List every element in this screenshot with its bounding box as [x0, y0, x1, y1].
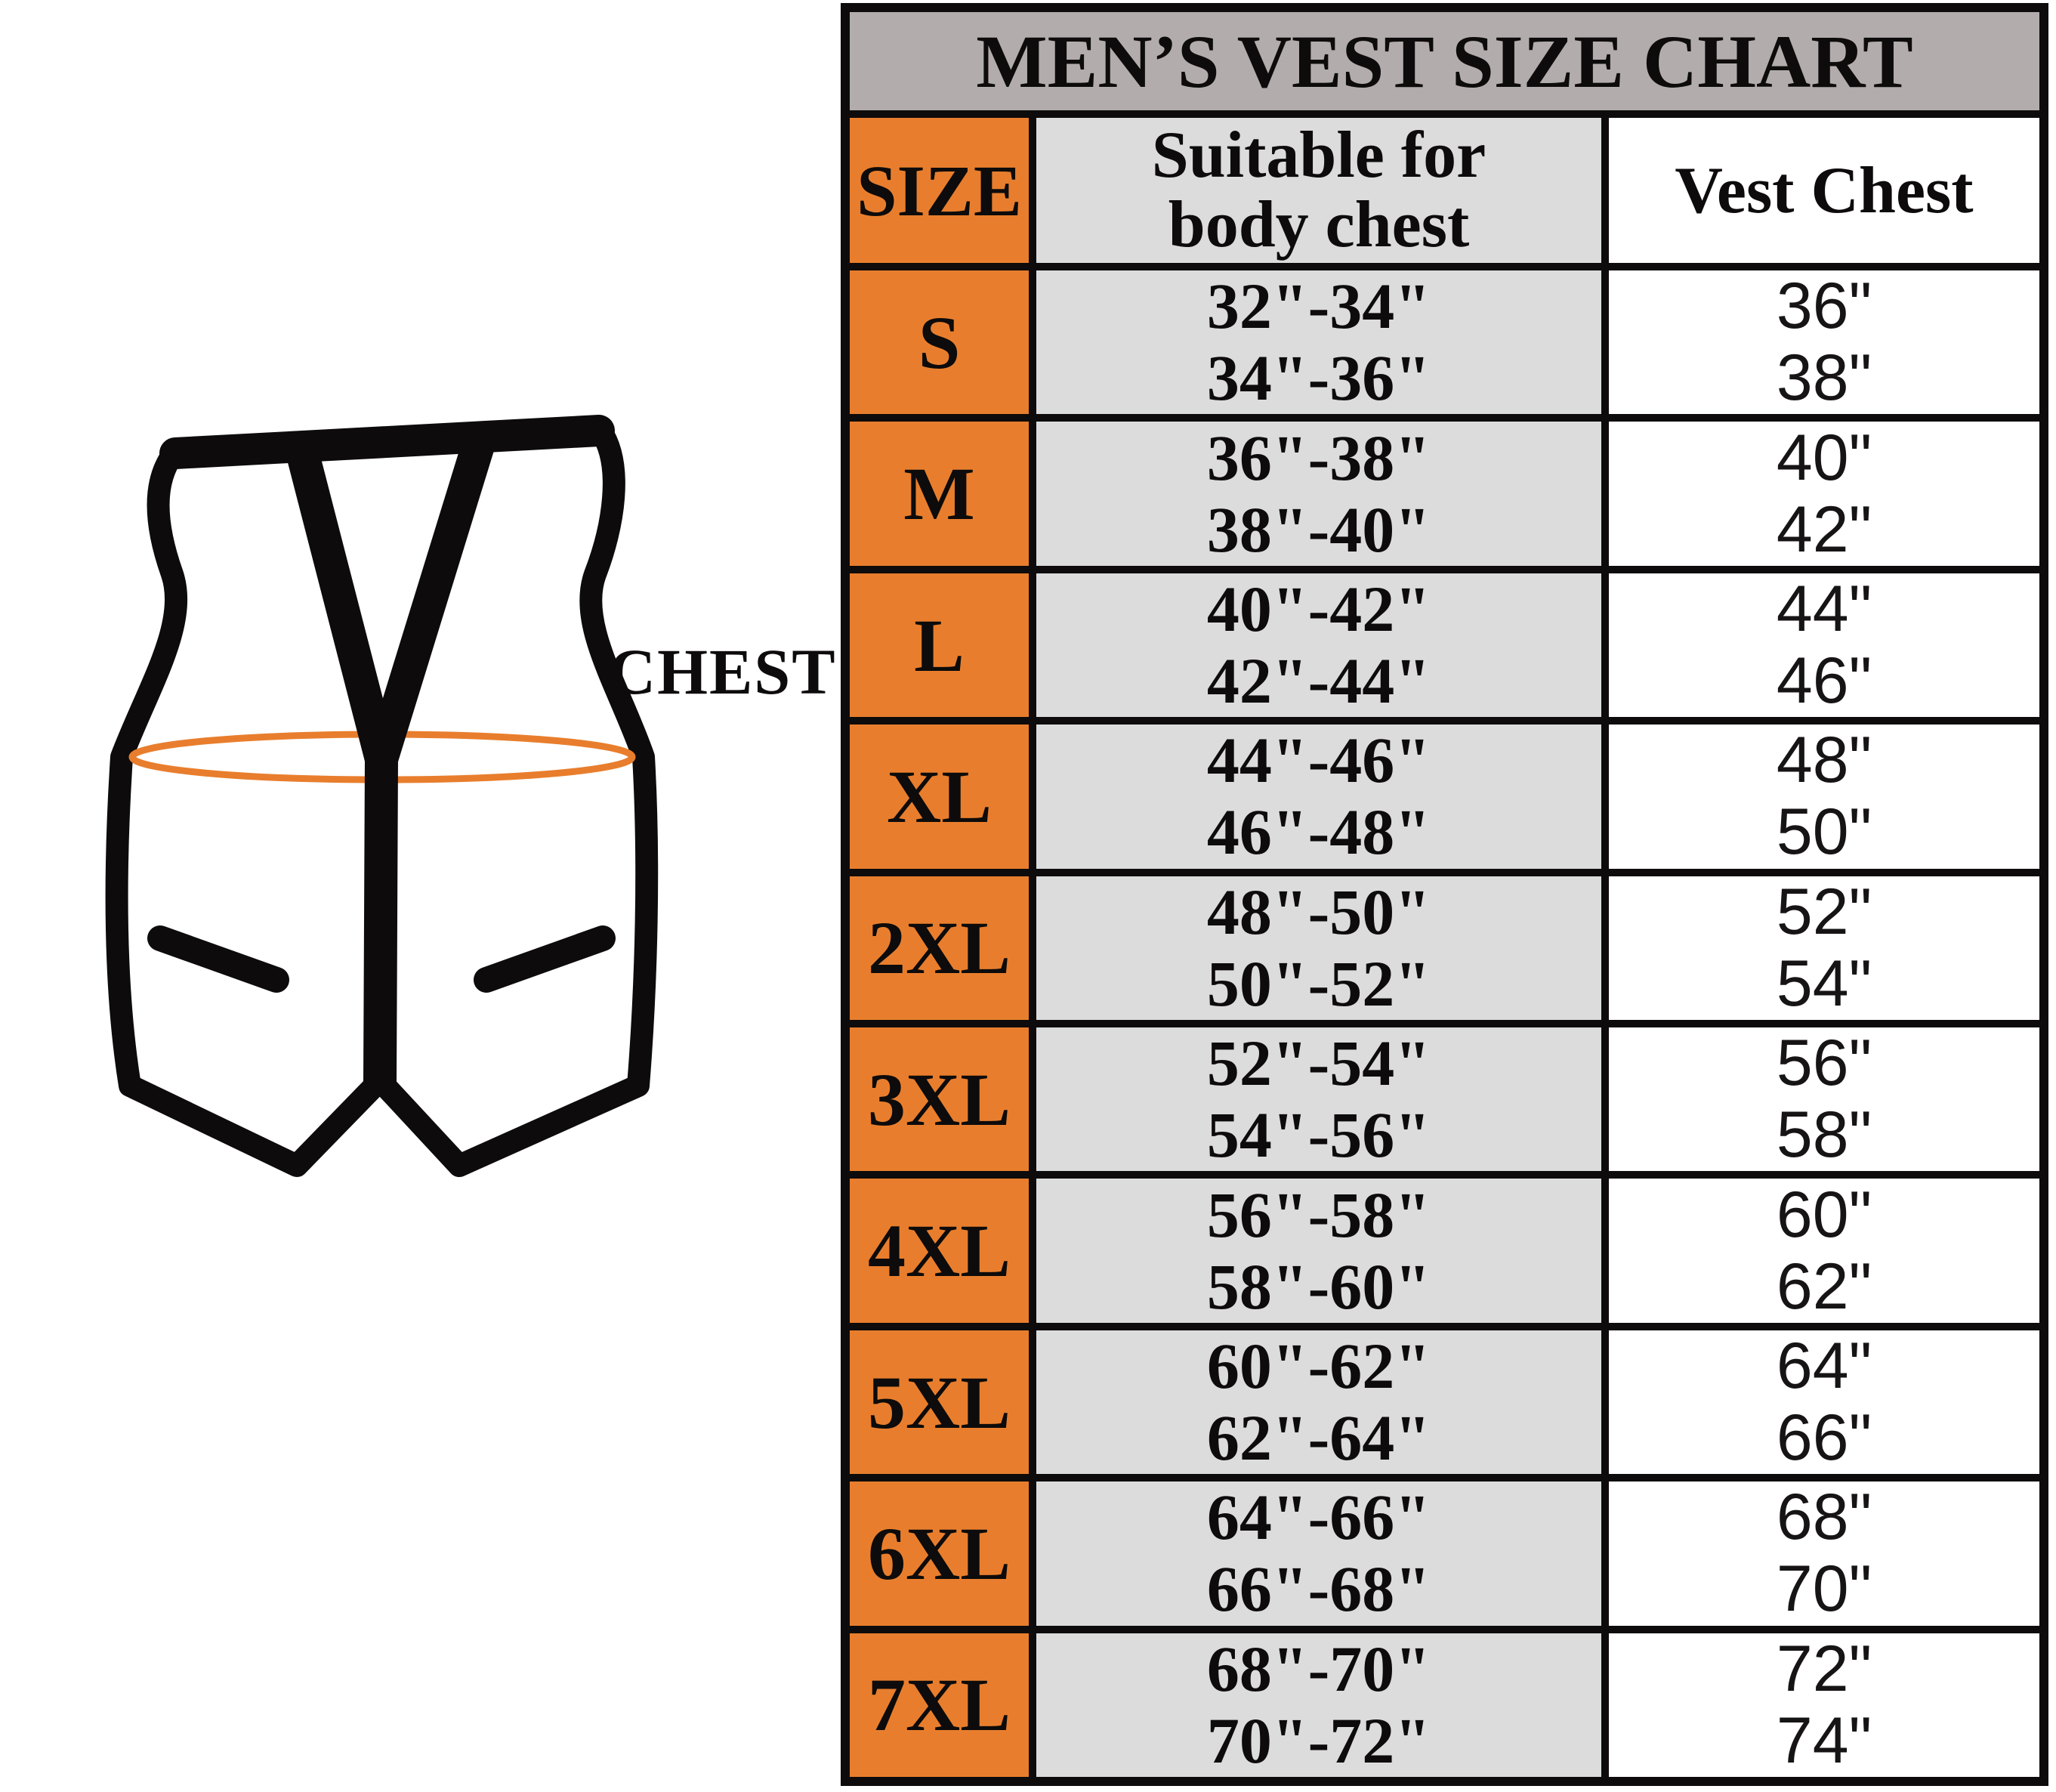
size-cell: 4XL: [850, 1179, 1036, 1323]
body-chest-cell: 44"-46" 46"-48": [1036, 724, 1609, 869]
body-chest-range-line2: 62"-64": [1206, 1401, 1431, 1475]
body-chest-range-line1: 44"-46": [1206, 724, 1431, 797]
table-row: S 32"-34" 34"-36" 36" 38": [850, 270, 2039, 422]
body-chest-range-line1: 68"-70": [1206, 1632, 1431, 1705]
body-chest-range-line2: 66"-68": [1206, 1553, 1431, 1626]
body-chest-range-line1: 48"-50": [1206, 875, 1431, 948]
vest-chest-value-line2: 70": [1776, 1553, 1872, 1626]
vest-chest-cell: 44" 46": [1609, 573, 2039, 718]
vest-chest-cell: 68" 70": [1609, 1481, 2039, 1626]
size-cell: 5XL: [850, 1330, 1036, 1475]
vest-shoulder-bar: [159, 415, 615, 469]
body-chest-cell: 40"-42" 42"-44": [1036, 573, 1609, 718]
column-header-body-chest-line1: Suitable for: [1151, 119, 1486, 192]
size-cell: L: [850, 573, 1036, 718]
vest-chest-value-line1: 52": [1776, 875, 1872, 948]
body-chest-range-line2: 46"-48": [1206, 796, 1431, 869]
table-row: 6XL 64"-66" 66"-68" 68" 70": [850, 1481, 2039, 1633]
size-cell: S: [850, 270, 1036, 415]
body-chest-range-line1: 52"-54": [1206, 1027, 1431, 1100]
vest-chest-value-line1: 68": [1776, 1481, 1872, 1554]
size-chart-table: MEN’S VEST SIZE CHART SIZE Suitable for …: [841, 3, 2048, 1786]
table-row: 5XL 60"-62" 62"-64" 64" 66": [850, 1330, 2039, 1482]
vest-chest-value-line1: 56": [1776, 1027, 1872, 1100]
vest-chest-value-line1: 48": [1776, 724, 1872, 797]
vest-illustration: CHEST: [0, 0, 841, 1792]
vest-vneck-path: [286, 440, 495, 1083]
vest-chest-value-line1: 36": [1776, 270, 1872, 343]
body-chest-range-line1: 64"-66": [1206, 1481, 1431, 1554]
column-header-size: SIZE: [850, 118, 1036, 263]
vest-chest-value-line2: 46": [1776, 644, 1872, 718]
vest-chest-cell: 56" 58": [1609, 1027, 2039, 1172]
vest-chest-value-line2: 42": [1776, 493, 1872, 566]
vest-chest-value-line1: 44": [1776, 573, 1872, 646]
body-chest-cell: 48"-50" 50"-52": [1036, 875, 1609, 1021]
body-chest-range-line2: 42"-44": [1206, 644, 1431, 718]
vest-chest-cell: 48" 50": [1609, 724, 2039, 869]
vest-chest-value-line2: 66": [1776, 1401, 1872, 1475]
table-title: MEN’S VEST SIZE CHART: [850, 12, 2039, 118]
body-chest-range-line1: 60"-62": [1206, 1330, 1431, 1403]
body-chest-range-line1: 56"-58": [1206, 1178, 1431, 1251]
body-chest-range-line2: 58"-60": [1206, 1250, 1431, 1323]
body-chest-cell: 68"-70" 70"-72": [1036, 1632, 1609, 1778]
vest-chest-cell: 36" 38": [1609, 270, 2039, 415]
column-header-body-chest: Suitable for body chest: [1036, 118, 1609, 263]
column-header-body-chest-line2: body chest: [1168, 188, 1470, 261]
chest-label: CHEST: [609, 635, 837, 708]
body-chest-range-line2: 34"-36": [1206, 341, 1431, 415]
vest-pockets-path: [147, 925, 616, 993]
body-chest-range-line2: 54"-56": [1206, 1098, 1431, 1172]
body-chest-cell: 60"-62" 62"-64": [1036, 1330, 1609, 1475]
vest-chest-value-line1: 60": [1776, 1178, 1872, 1251]
vest-chest-cell: 40" 42": [1609, 421, 2039, 566]
body-chest-cell: 52"-54" 54"-56": [1036, 1027, 1609, 1172]
vest-chest-value-line2: 74": [1776, 1704, 1872, 1777]
size-cell: 2XL: [850, 876, 1036, 1021]
vest-chest-value-line1: 40": [1776, 421, 1872, 494]
table-row: 2XL 48"-50" 50"-52" 52" 54": [850, 875, 2039, 1028]
table-row: M 36"-38" 38"-40" 40" 42": [850, 422, 2039, 573]
size-cell: 6XL: [850, 1481, 1036, 1626]
table-header-row: SIZE Suitable for body chest Vest Chest: [850, 118, 2039, 270]
vest-chest-cell: 64" 66": [1609, 1330, 2039, 1475]
vest-chest-cell: 72" 74": [1609, 1632, 2039, 1778]
body-chest-range-line2: 50"-52": [1206, 947, 1431, 1020]
vest-chest-value-line2: 62": [1776, 1250, 1872, 1323]
size-cell: 7XL: [850, 1633, 1036, 1778]
size-cell: 3XL: [850, 1027, 1036, 1172]
vest-chest-value-line1: 64": [1776, 1330, 1872, 1403]
size-cell: XL: [850, 725, 1036, 869]
vest-chest-value-line2: 50": [1776, 796, 1872, 869]
table-row: XL 44"-46" 46"-48" 48" 50": [850, 725, 2039, 876]
vest-chest-value-line2: 38": [1776, 341, 1872, 415]
body-chest-range-line1: 36"-38": [1206, 421, 1431, 494]
vest-chest-cell: 60" 62": [1609, 1178, 2039, 1323]
body-chest-range-line2: 38"-40": [1206, 493, 1431, 566]
vest-chest-cell: 52" 54": [1609, 875, 2039, 1021]
vest-chest-value-line2: 58": [1776, 1098, 1872, 1172]
vest-outline-icon: [105, 415, 659, 1177]
table-row: 7XL 68"-70" 70"-72" 72" 74": [850, 1632, 2039, 1778]
column-header-vest-chest: Vest Chest: [1609, 118, 2039, 263]
body-chest-cell: 56"-58" 58"-60": [1036, 1178, 1609, 1323]
table-row: L 40"-42" 42"-44" 44" 46": [850, 573, 2039, 725]
table-row: 4XL 56"-58" 58"-60" 60" 62": [850, 1179, 2039, 1330]
size-cell: M: [850, 422, 1036, 566]
vest-chest-value-line1: 72": [1776, 1632, 1872, 1705]
body-chest-cell: 36"-38" 38"-40": [1036, 421, 1609, 566]
body-chest-cell: 64"-66" 66"-68": [1036, 1481, 1609, 1626]
body-chest-range-line1: 40"-42": [1206, 573, 1431, 646]
body-chest-cell: 32"-34" 34"-36": [1036, 270, 1609, 415]
body-chest-range-line2: 70"-72": [1206, 1704, 1431, 1777]
body-chest-range-line1: 32"-34": [1206, 270, 1431, 343]
table-row: 3XL 52"-54" 54"-56" 56" 58": [850, 1027, 2039, 1179]
vest-chest-value-line2: 54": [1776, 947, 1872, 1020]
